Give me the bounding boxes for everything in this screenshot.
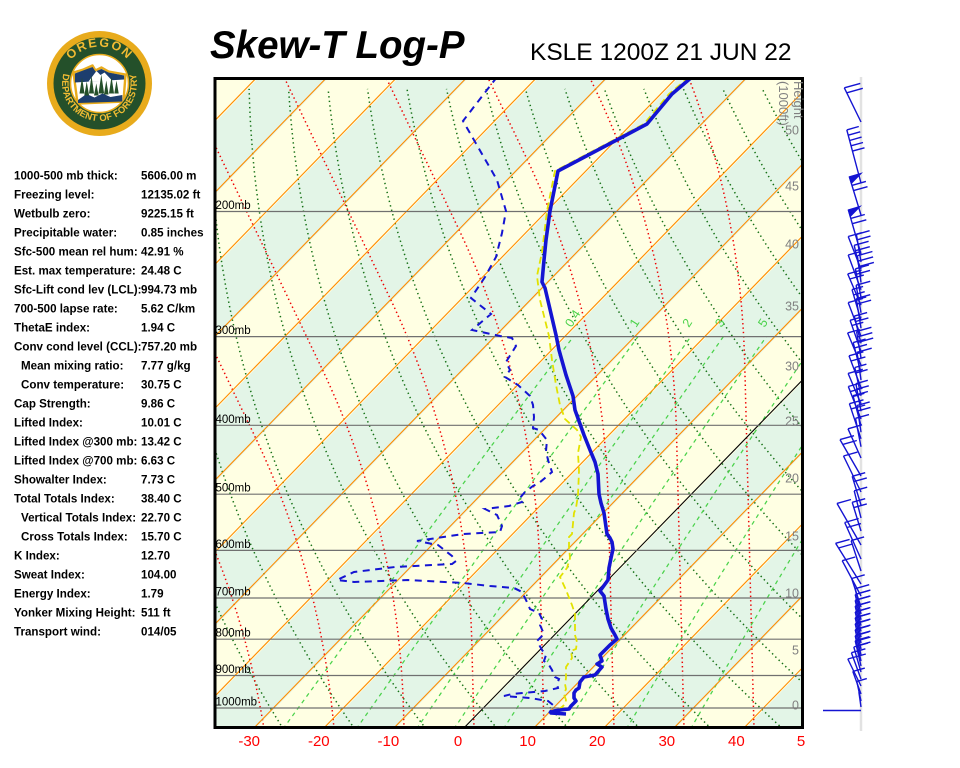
- svg-text:757.20 mb: 757.20 mb: [141, 340, 197, 353]
- svg-text:0: 0: [792, 699, 799, 713]
- svg-text:Est. max temperature:: Est. max temperature:: [14, 264, 136, 277]
- svg-text:900mb: 900mb: [216, 664, 251, 676]
- svg-text:Sweat Index:: Sweat Index:: [14, 568, 85, 581]
- svg-text:0.85 inches: 0.85 inches: [141, 226, 204, 239]
- svg-text:800mb: 800mb: [216, 628, 251, 640]
- svg-text:7.73 C: 7.73 C: [141, 473, 176, 486]
- svg-text:15.70 C: 15.70 C: [141, 530, 182, 543]
- svg-text:5.62 C/km: 5.62 C/km: [141, 302, 195, 315]
- svg-text:Energy Index:: Energy Index:: [14, 587, 91, 600]
- svg-text:Showalter Index:: Showalter Index:: [14, 473, 107, 486]
- svg-text:Sfc-Lift cond lev (LCL):: Sfc-Lift cond lev (LCL):: [14, 283, 142, 296]
- svg-text:Conv temperature:: Conv temperature:: [21, 378, 124, 391]
- svg-text:511 ft: 511 ft: [141, 606, 171, 619]
- svg-text:Wetbulb zero:: Wetbulb zero:: [14, 207, 90, 220]
- svg-text:40: 40: [785, 238, 799, 252]
- svg-text:-10: -10: [378, 733, 400, 750]
- svg-text:Height: Height: [791, 81, 806, 119]
- svg-text:22.70 C: 22.70 C: [141, 511, 182, 524]
- svg-text:Lifted Index @300 mb:: Lifted Index @300 mb:: [14, 435, 137, 448]
- svg-text:10.01 C: 10.01 C: [141, 416, 182, 429]
- svg-text:Conv cond level (CCL):: Conv cond level (CCL):: [14, 340, 142, 353]
- svg-text:25: 25: [785, 415, 799, 429]
- svg-text:5: 5: [797, 733, 805, 750]
- svg-text:35: 35: [785, 300, 799, 314]
- svg-text:Lifted Index @700 mb:: Lifted Index @700 mb:: [14, 454, 137, 467]
- svg-text:1000mb: 1000mb: [216, 697, 258, 709]
- svg-text:Lifted Index:: Lifted Index:: [14, 416, 83, 429]
- svg-text:13.42 C: 13.42 C: [141, 435, 182, 448]
- svg-text:5: 5: [792, 644, 799, 658]
- svg-text:500mb: 500mb: [216, 483, 251, 495]
- svg-text:Cross Totals Index:: Cross Totals Index:: [21, 530, 128, 543]
- svg-text:Mean mixing ratio:: Mean mixing ratio:: [21, 359, 123, 372]
- svg-text:9.86 C: 9.86 C: [141, 397, 176, 410]
- svg-text:0: 0: [454, 733, 462, 750]
- svg-text:1000-500 mb thick:: 1000-500 mb thick:: [14, 169, 118, 182]
- svg-text:38.40 C: 38.40 C: [141, 492, 182, 505]
- svg-text:30.75 C: 30.75 C: [141, 378, 182, 391]
- svg-text:42.91 %: 42.91 %: [141, 245, 184, 258]
- svg-text:ThetaE index:: ThetaE index:: [14, 321, 90, 334]
- svg-text:5606.00 m: 5606.00 m: [141, 169, 196, 182]
- svg-text:Sfc-500 mean rel hum:: Sfc-500 mean rel hum:: [14, 245, 138, 258]
- svg-text:600mb: 600mb: [216, 539, 251, 551]
- svg-text:40: 40: [728, 733, 745, 750]
- svg-text:30: 30: [785, 360, 799, 374]
- svg-text:014/05: 014/05: [141, 625, 177, 638]
- svg-text:7.77 g/kg: 7.77 g/kg: [141, 359, 191, 372]
- svg-text:20: 20: [785, 472, 799, 486]
- svg-text:50: 50: [785, 124, 799, 138]
- svg-text:400mb: 400mb: [216, 414, 251, 426]
- svg-text:Skew-T Log-P: Skew-T Log-P: [210, 24, 465, 67]
- svg-text:15: 15: [785, 530, 799, 544]
- svg-text:Precipitable water:: Precipitable water:: [14, 226, 117, 239]
- svg-text:(1000ft): (1000ft): [776, 81, 791, 126]
- svg-text:20: 20: [589, 733, 606, 750]
- svg-text:994.73 mb: 994.73 mb: [141, 283, 197, 296]
- svg-text:700mb: 700mb: [216, 587, 251, 599]
- svg-text:12.70: 12.70: [141, 549, 170, 562]
- svg-text:30: 30: [658, 733, 675, 750]
- svg-text:Freezing level:: Freezing level:: [14, 188, 95, 201]
- svg-text:Vertical Totals Index:: Vertical Totals Index:: [21, 511, 136, 524]
- svg-text:6.63 C: 6.63 C: [141, 454, 176, 467]
- svg-text:KSLE 1200Z 21 JUN 22: KSLE 1200Z 21 JUN 22: [530, 39, 792, 66]
- svg-text:104.00: 104.00: [141, 568, 176, 581]
- svg-text:1.79: 1.79: [141, 587, 164, 600]
- svg-text:Cap Strength:: Cap Strength:: [14, 397, 91, 410]
- svg-text:300mb: 300mb: [216, 325, 251, 337]
- svg-text:-20: -20: [308, 733, 330, 750]
- svg-text:12135.02 ft: 12135.02 ft: [141, 188, 200, 201]
- svg-text:Transport wind:: Transport wind:: [14, 625, 101, 638]
- svg-text:24.48 C: 24.48 C: [141, 264, 182, 277]
- svg-text:700-500 lapse rate:: 700-500 lapse rate:: [14, 302, 118, 315]
- svg-text:Yonker Mixing Height:: Yonker Mixing Height:: [14, 606, 136, 619]
- svg-text:10: 10: [519, 733, 536, 750]
- svg-text:10: 10: [785, 587, 799, 601]
- svg-text:-30: -30: [238, 733, 260, 750]
- svg-text:K Index:: K Index:: [14, 549, 60, 562]
- svg-text:9225.15 ft: 9225.15 ft: [141, 207, 194, 220]
- svg-text:45: 45: [785, 180, 799, 194]
- svg-text:200mb: 200mb: [216, 200, 251, 212]
- svg-text:Total Totals Index:: Total Totals Index:: [14, 492, 115, 505]
- svg-text:1.94 C: 1.94 C: [141, 321, 176, 334]
